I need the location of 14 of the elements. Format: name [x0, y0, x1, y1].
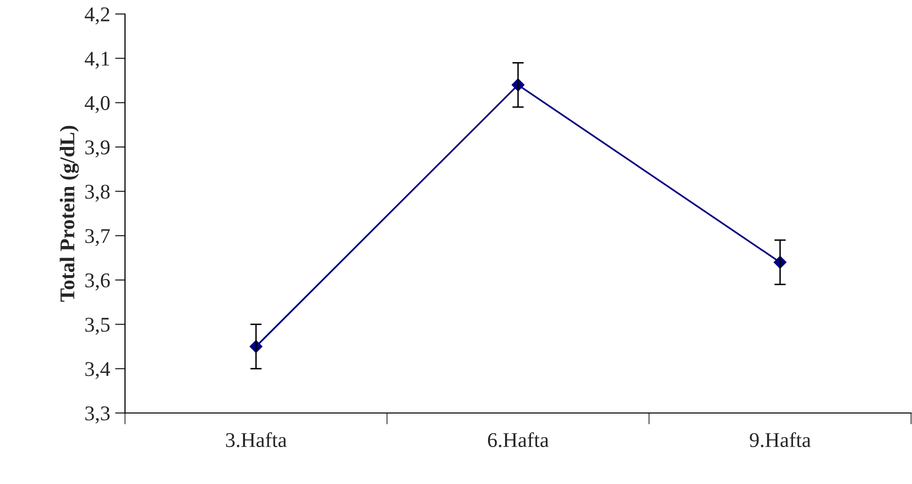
y-tick-label: 3,5	[85, 318, 110, 335]
y-tick-label: 3,8	[85, 184, 110, 202]
y-tick-label: 4,0	[84, 96, 110, 114]
x-tick-label: 9.Hafta	[750, 432, 811, 448]
y-tick-label: 3,7	[85, 229, 110, 246]
y-tick-label: 4,1	[84, 52, 110, 69]
x-tick-label: 3.Hafta	[226, 432, 287, 448]
y-tick-label: 3,6	[85, 273, 110, 290]
y-tick-label: 3,9	[85, 140, 110, 158]
y-tick-label: 4,2	[84, 7, 110, 24]
y-tick-label: 3,3	[85, 406, 110, 424]
y-tick-label: 3,4	[85, 362, 110, 380]
x-tick-label: 6.Hafta	[488, 432, 549, 448]
y-axis-title: Total Protein (g/dL)	[60, 126, 79, 302]
